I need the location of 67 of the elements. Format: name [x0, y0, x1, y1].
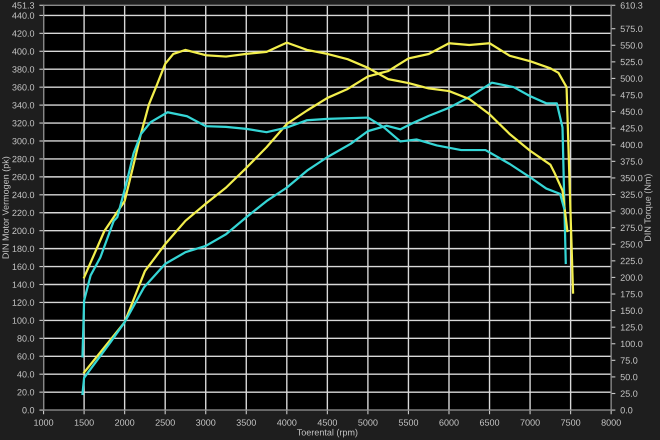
- y-tick-label: 360.0: [12, 84, 34, 91]
- y2-tick-label: 125.0: [620, 324, 642, 331]
- y-tick-label: 420.0: [12, 30, 34, 37]
- y2-tick-label: 610.3: [620, 2, 642, 9]
- x-tick-label: 3000: [196, 419, 216, 426]
- y-tick-label: 120.0: [12, 299, 34, 306]
- y-axis-title: DIN Motor Vermogen (pk): [2, 156, 11, 258]
- x-tick-label: 1500: [74, 419, 94, 426]
- y-tick-label: 340.0: [12, 102, 34, 108]
- x-tick-label: 6000: [439, 419, 459, 426]
- x-tick-label: 5000: [358, 419, 378, 426]
- y2-tick-label: 250.0: [620, 241, 642, 248]
- y2-tick-label: 0.0: [620, 407, 632, 414]
- x-tick-label: 2500: [156, 419, 175, 426]
- x-tick-label: 2000: [115, 419, 134, 426]
- y2-tick-label: 100.0: [620, 340, 642, 348]
- y2-tick-label: 575.0: [620, 26, 642, 32]
- y-tick-label: 440.0: [12, 12, 34, 19]
- x-tick-label: 4000: [276, 419, 297, 426]
- x-tick-label: 4500: [318, 419, 338, 426]
- y-tick-label: 220.0: [12, 210, 34, 216]
- y2-tick-label: 75.0: [620, 357, 638, 364]
- y2-tick-label: 225.0: [620, 258, 642, 264]
- y-tick-label: 451.3: [12, 2, 34, 9]
- y2-tick-label: 175.0: [620, 290, 642, 298]
- y-tick-label: 0.0: [22, 407, 34, 414]
- y2-tick-label: 325.0: [620, 191, 642, 198]
- x-tick-label: 7000: [520, 419, 540, 426]
- x-tick-label: 7500: [561, 419, 580, 426]
- y2-tick-label: 200.0: [620, 274, 642, 281]
- y-tick-label: 260.0: [12, 174, 34, 180]
- y2-tick-label: 300.0: [620, 208, 642, 214]
- y-tick-label: 140.0: [12, 281, 34, 288]
- y2-tick-label: 275.0: [620, 224, 642, 232]
- y-tick-label: 20.0: [17, 389, 34, 396]
- y2-tick-label: 450.0: [620, 108, 642, 115]
- y2-tick-label: 25.0: [620, 390, 638, 397]
- y-tick-label: 200.0: [12, 228, 34, 234]
- x-tick-label: 6500: [480, 419, 500, 426]
- y-tick-label: 40.0: [17, 371, 34, 378]
- y-tick-label: 160.0: [12, 264, 34, 270]
- x-tick-label: 5500: [398, 419, 418, 426]
- y-tick-label: 240.0: [12, 192, 34, 198]
- y-tick-label: 320.0: [12, 120, 34, 126]
- y-tick-label: 180.0: [12, 246, 34, 252]
- y2-tick-label: 375.0: [620, 158, 642, 165]
- y2-tick-label: 50.0: [620, 374, 638, 380]
- x-tick-label: 3500: [236, 419, 256, 426]
- y2-tick-label: 425.0: [620, 125, 642, 132]
- y-tick-label: 100.0: [12, 317, 34, 324]
- y2-tick-label: 475.0: [620, 92, 642, 98]
- y-tick-label: 280.0: [12, 156, 34, 162]
- y-tick-label: 400.0: [12, 48, 34, 55]
- y2-tick-label: 500.0: [620, 75, 642, 82]
- y-tick-label: 80.0: [17, 335, 34, 342]
- y-tick-label: 300.0: [12, 138, 34, 144]
- y2-tick-label: 525.0: [620, 58, 642, 66]
- y2-tick-label: 150.0: [620, 308, 642, 314]
- y2-tick-label: 550.0: [620, 42, 642, 49]
- y-tick-label: 380.0: [12, 66, 34, 73]
- y2-axis-title: DIN Torque (Nm): [644, 174, 653, 241]
- x-axis-title: Toerental (rpm): [296, 428, 358, 438]
- x-tick-label: 1000: [34, 419, 54, 426]
- y2-tick-label: 400.0: [620, 142, 642, 148]
- y-tick-label: 60.0: [17, 353, 34, 360]
- x-tick-label: 8000: [602, 419, 621, 426]
- y2-tick-label: 350.0: [620, 174, 642, 182]
